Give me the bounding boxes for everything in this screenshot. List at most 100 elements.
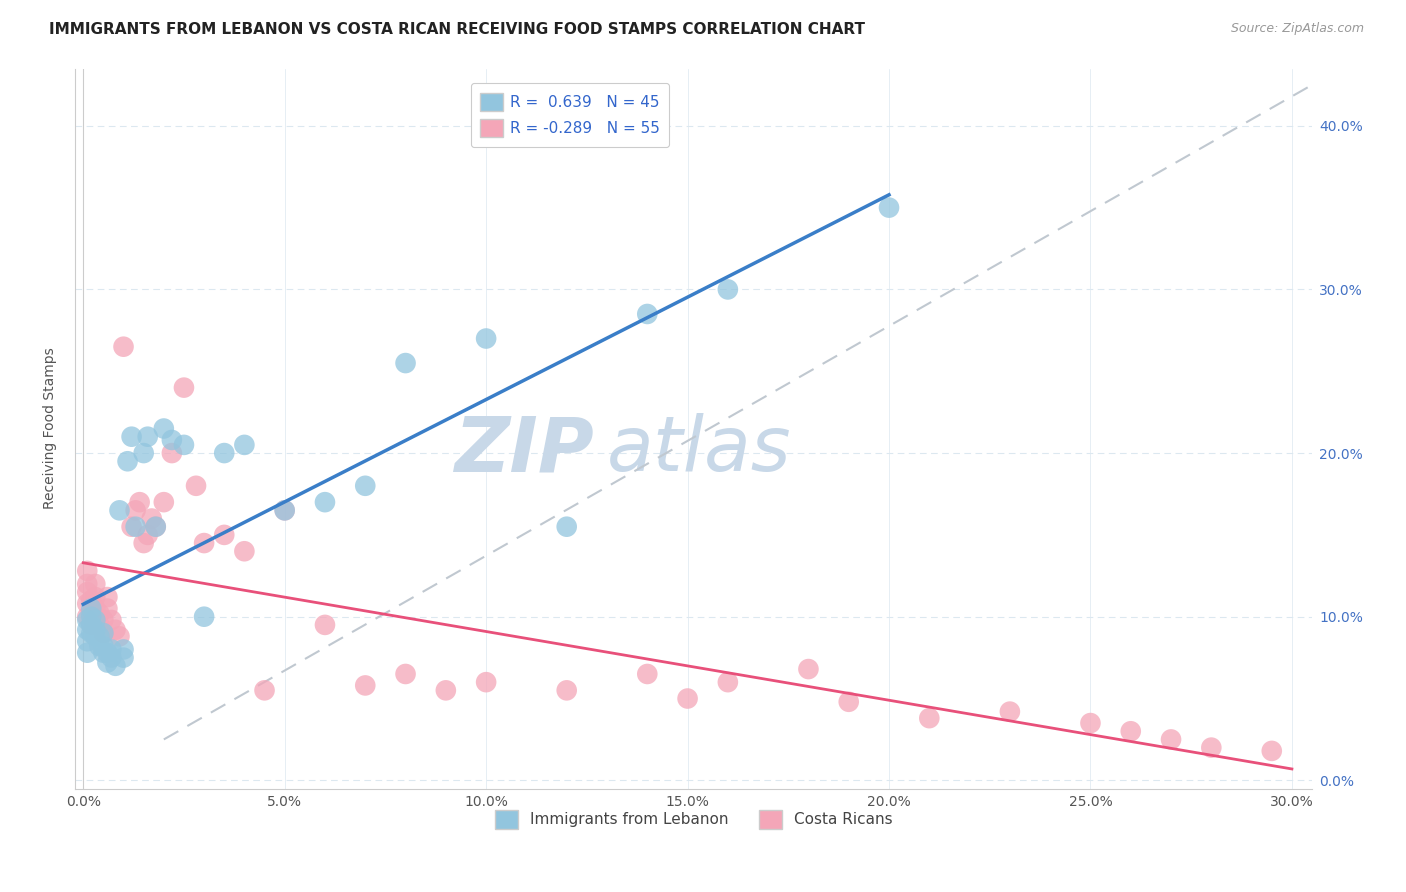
Point [475, 675, 498, 690]
Point [314, 495, 336, 509]
Point [273, 503, 295, 517]
Point [193, 609, 215, 624]
Point [96, 656, 118, 670]
Point [145, 519, 167, 533]
Point [84, 613, 107, 627]
Point [80, 593, 103, 607]
Point [76, 597, 98, 611]
Point [141, 511, 163, 525]
Point [132, 446, 155, 460]
Point [132, 536, 155, 550]
Point [233, 438, 256, 452]
Point [84, 629, 107, 643]
Point [1160, 732, 1182, 747]
Point [153, 421, 176, 435]
Point [160, 446, 183, 460]
Point [193, 536, 215, 550]
Text: IMMIGRANTS FROM LEBANON VS COSTA RICAN RECEIVING FOOD STAMPS CORRELATION CHART: IMMIGRANTS FROM LEBANON VS COSTA RICAN R… [49, 22, 865, 37]
Point [124, 519, 146, 533]
Point [354, 479, 377, 493]
Point [717, 675, 740, 690]
Point [76, 634, 98, 648]
Point [1119, 724, 1142, 739]
Text: ZIP: ZIP [456, 413, 595, 487]
Point [93, 646, 115, 660]
Point [145, 519, 167, 533]
Point [354, 678, 377, 692]
Point [121, 430, 143, 444]
Text: atlas: atlas [607, 413, 792, 487]
Point [475, 332, 498, 346]
Point [212, 528, 235, 542]
Point [96, 601, 118, 615]
Point [112, 642, 135, 657]
Point [84, 623, 107, 637]
Point [93, 613, 115, 627]
Point [636, 307, 658, 321]
Point [173, 381, 195, 395]
Point [212, 446, 235, 460]
Point [84, 590, 107, 604]
Point [636, 667, 658, 681]
Point [96, 646, 118, 660]
Point [80, 607, 103, 621]
Point [160, 433, 183, 447]
Point [998, 705, 1021, 719]
Point [76, 577, 98, 591]
Point [136, 528, 159, 542]
Point [117, 454, 139, 468]
Point [89, 607, 111, 621]
Point [80, 609, 103, 624]
Point [93, 626, 115, 640]
Point [76, 609, 98, 624]
Point [717, 282, 740, 296]
Point [112, 340, 135, 354]
Point [104, 658, 127, 673]
Point [93, 626, 115, 640]
Point [136, 430, 159, 444]
Point [121, 519, 143, 533]
Point [108, 629, 131, 643]
Point [76, 613, 98, 627]
Point [84, 601, 107, 615]
Point [80, 618, 103, 632]
Text: Source: ZipAtlas.com: Source: ZipAtlas.com [1230, 22, 1364, 36]
Point [112, 650, 135, 665]
Point [1080, 716, 1102, 731]
Point [104, 623, 127, 637]
Point [555, 519, 578, 533]
Point [877, 201, 900, 215]
Point [273, 503, 295, 517]
Point [128, 495, 150, 509]
Point [838, 695, 860, 709]
Point [394, 356, 416, 370]
Legend: Immigrants from Lebanon, Costa Ricans: Immigrants from Lebanon, Costa Ricans [488, 804, 898, 835]
Point [555, 683, 578, 698]
Point [84, 577, 107, 591]
Point [100, 642, 122, 657]
Point [314, 618, 336, 632]
Point [1201, 740, 1223, 755]
Point [93, 639, 115, 653]
Y-axis label: Receiving Food Stamps: Receiving Food Stamps [44, 348, 58, 509]
Point [96, 590, 118, 604]
Point [108, 503, 131, 517]
Point [253, 683, 276, 698]
Point [89, 618, 111, 632]
Point [233, 544, 256, 558]
Point [76, 585, 98, 599]
Point [153, 495, 176, 509]
Point [918, 711, 941, 725]
Point [173, 438, 195, 452]
Point [89, 639, 111, 653]
Point [89, 629, 111, 643]
Point [434, 683, 457, 698]
Point [80, 601, 103, 615]
Point [797, 662, 820, 676]
Point [100, 650, 122, 665]
Point [676, 691, 699, 706]
Point [100, 613, 122, 627]
Point [80, 618, 103, 632]
Point [124, 503, 146, 517]
Point [1261, 744, 1284, 758]
